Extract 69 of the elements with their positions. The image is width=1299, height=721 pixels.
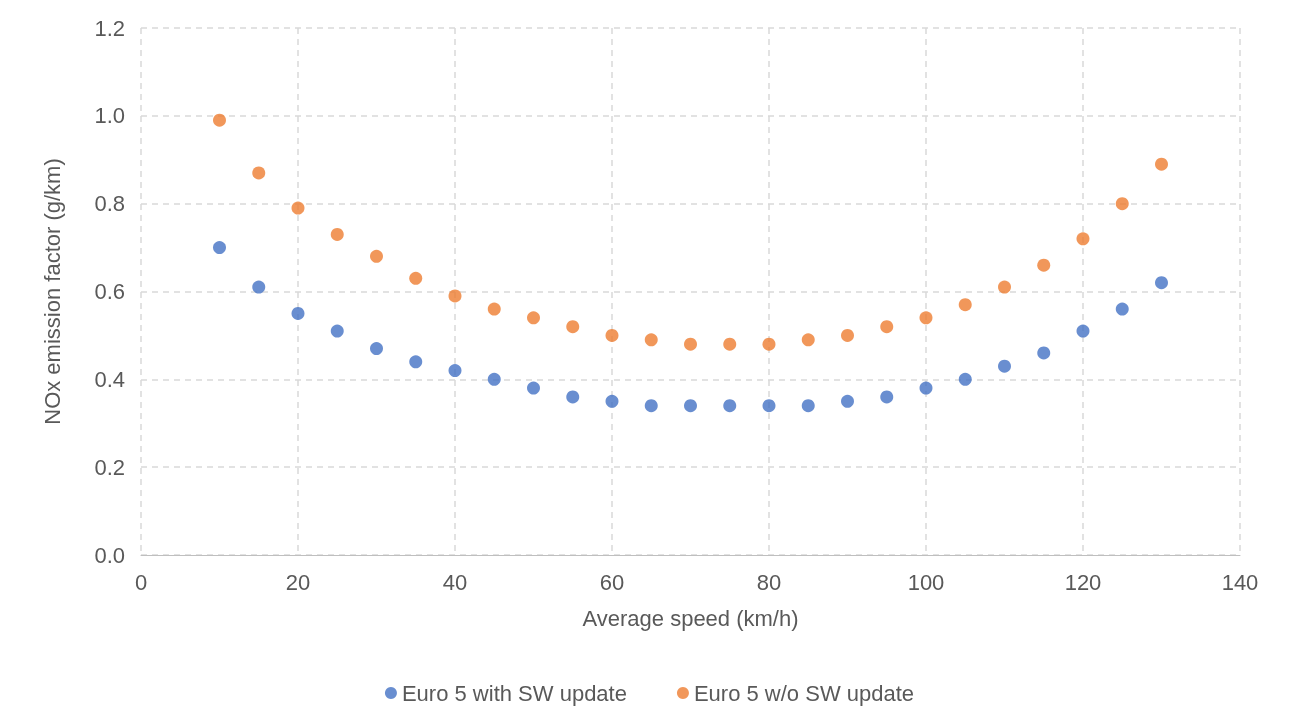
y-tick-label: 0.0 xyxy=(94,542,125,568)
point xyxy=(291,306,305,320)
point xyxy=(998,280,1011,294)
point xyxy=(527,381,540,395)
point xyxy=(448,289,462,303)
point xyxy=(1115,302,1129,316)
point xyxy=(998,359,1011,373)
point xyxy=(1115,197,1129,211)
point xyxy=(487,372,501,386)
point xyxy=(1037,258,1051,272)
y-tick-label: 1.0 xyxy=(94,103,125,129)
point xyxy=(487,302,501,316)
x-tick-label: 100 xyxy=(907,569,945,595)
point xyxy=(919,381,933,395)
x-tick-label: 140 xyxy=(1221,569,1259,595)
point xyxy=(684,399,697,413)
point xyxy=(723,337,737,351)
point xyxy=(880,320,894,334)
y-tick-label: 0.8 xyxy=(94,191,125,217)
point xyxy=(841,394,854,408)
x-tick-label: 80 xyxy=(756,569,782,595)
point xyxy=(880,390,894,404)
point xyxy=(448,364,462,378)
point xyxy=(527,311,540,325)
point xyxy=(841,328,854,342)
x-tick-label: 40 xyxy=(442,569,468,595)
point xyxy=(605,394,619,408)
point xyxy=(252,280,266,294)
point xyxy=(605,328,619,342)
point xyxy=(762,399,776,413)
y-tick-label: 0.6 xyxy=(94,279,125,304)
y-tick-label: 1.2 xyxy=(94,15,125,41)
point xyxy=(1155,157,1168,171)
point xyxy=(566,390,580,404)
point xyxy=(213,241,226,255)
legend-label: Euro 5 w/o SW update xyxy=(693,680,915,706)
point xyxy=(1155,276,1168,290)
point xyxy=(566,320,580,334)
point xyxy=(330,227,344,241)
point xyxy=(1076,232,1090,246)
point xyxy=(958,298,972,312)
point xyxy=(801,399,815,413)
y-tick-label: 0.4 xyxy=(94,366,125,392)
point xyxy=(409,355,423,369)
point xyxy=(370,342,383,356)
point xyxy=(252,166,266,180)
point xyxy=(919,311,933,325)
point xyxy=(644,399,658,413)
x-axis-title: Average speed (km/h) xyxy=(582,605,799,631)
point xyxy=(762,337,776,351)
point xyxy=(291,201,305,215)
point xyxy=(801,333,815,347)
point xyxy=(370,249,383,263)
legend-label: Euro 5 with SW update xyxy=(401,680,627,706)
x-tick-label: 0 xyxy=(134,569,148,595)
point xyxy=(723,399,737,413)
point xyxy=(213,113,226,127)
point xyxy=(684,337,697,351)
x-tick-label: 120 xyxy=(1064,569,1102,595)
y-tick-label: 0.2 xyxy=(94,454,125,480)
x-tick-label: 20 xyxy=(285,569,311,595)
x-tick-label: 60 xyxy=(599,569,625,595)
point xyxy=(1037,346,1051,360)
y-axis-title: NOx emission factor (g/km) xyxy=(39,158,65,425)
point xyxy=(1076,324,1090,338)
point xyxy=(958,372,972,386)
point xyxy=(409,271,423,285)
point xyxy=(644,333,658,347)
point xyxy=(330,324,344,338)
